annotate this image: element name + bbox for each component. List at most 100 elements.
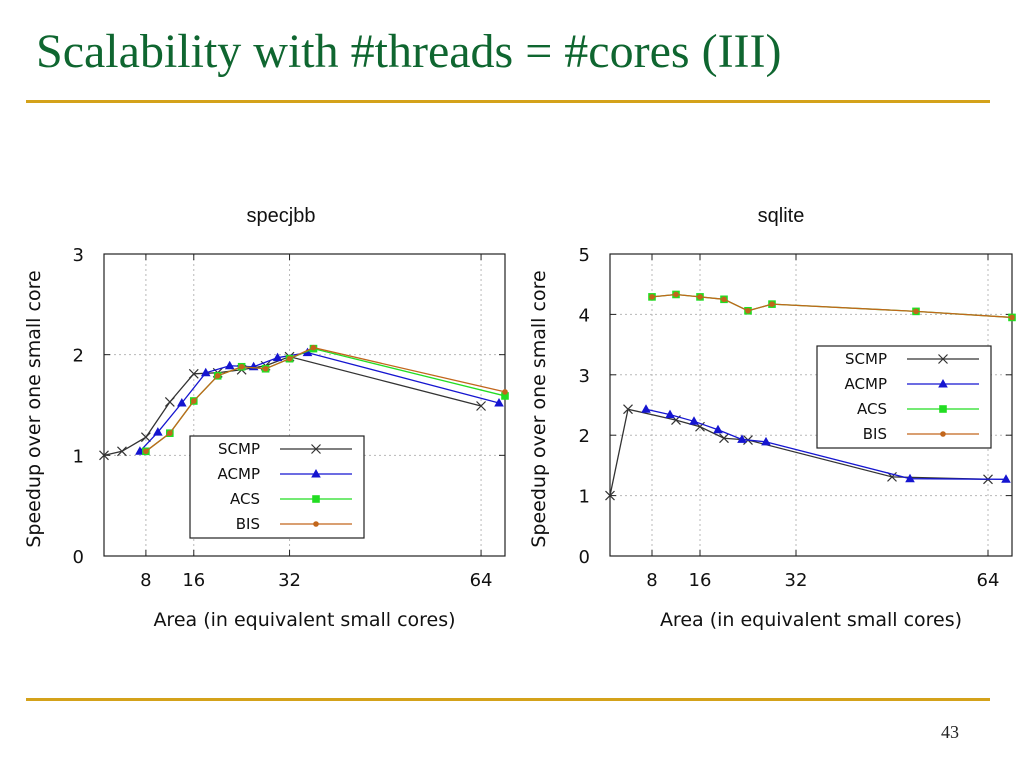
data-point xyxy=(286,355,293,362)
legend-box xyxy=(816,345,992,449)
legend-marker xyxy=(939,405,947,413)
data-point xyxy=(719,433,729,444)
legend-marker xyxy=(311,444,321,454)
data-point xyxy=(721,296,727,303)
legend-label: BIS xyxy=(236,515,260,533)
x-tick-label: 64 xyxy=(470,570,493,591)
data-point xyxy=(673,291,679,298)
data-point xyxy=(190,398,197,404)
y-tick-label: 5 xyxy=(579,245,590,266)
x-tick-label: 16 xyxy=(689,570,712,591)
data-point xyxy=(188,368,199,379)
data-point xyxy=(99,450,109,461)
data-point xyxy=(665,409,675,419)
top-divider xyxy=(26,100,990,103)
series-scmp xyxy=(605,404,993,501)
plot-frame xyxy=(103,253,506,557)
legend-label: ACS xyxy=(857,400,887,418)
legend-marker xyxy=(311,469,321,478)
series-acs xyxy=(648,290,1016,322)
x-axis-label: Area (in equivalent small cores) xyxy=(660,609,962,631)
data-point xyxy=(501,392,509,400)
legend-marker xyxy=(313,521,319,527)
data-point xyxy=(494,397,504,407)
legend-label: ACMP xyxy=(845,375,887,393)
data-point xyxy=(153,427,163,436)
data-point xyxy=(649,294,655,300)
chart-sqlite: sqlite 8 16 32 64 0 1 2 3 4 5 Area (in equivalent s… xyxy=(528,205,1016,631)
data-point xyxy=(143,448,149,455)
data-point xyxy=(1009,314,1015,321)
y-tick-label: 0 xyxy=(579,547,590,568)
x-tick-label: 8 xyxy=(646,570,657,591)
data-point xyxy=(1001,474,1011,483)
series-line xyxy=(651,293,1013,319)
data-point xyxy=(200,367,211,377)
legend-marker xyxy=(312,495,320,503)
page-number: 43 xyxy=(941,722,959,742)
series-bis xyxy=(143,344,508,455)
x-axis-label: Area (in equivalent small cores) xyxy=(153,609,455,631)
legend: SCMP ACMP ACS BIS xyxy=(816,345,992,449)
y-tick-label: 2 xyxy=(579,426,590,447)
legend-marker xyxy=(938,379,948,388)
y-tick-label: 3 xyxy=(579,366,590,387)
data-point xyxy=(476,401,486,411)
chart-title: specjbb xyxy=(247,205,316,227)
data-point xyxy=(262,365,269,372)
data-point xyxy=(905,473,915,483)
data-point xyxy=(769,301,775,307)
y-tick-label: 1 xyxy=(73,446,84,467)
x-tick-label: 32 xyxy=(785,570,808,591)
x-tick-label: 8 xyxy=(140,570,151,591)
bottom-divider xyxy=(26,698,990,701)
x-tick-label: 32 xyxy=(278,570,301,591)
legend-label: SCMP xyxy=(218,440,260,458)
series-line xyxy=(645,408,1007,480)
data-point xyxy=(310,344,317,351)
data-point xyxy=(761,436,771,446)
legend: SCMP ACMP ACS BIS xyxy=(189,435,365,539)
data-point xyxy=(745,307,751,314)
y-axis-label: Speedup over one small core xyxy=(23,270,45,547)
legend-label: ACS xyxy=(230,490,260,508)
chart-specjbb: specjbb 8 16 32 64 0 1 2 3 Area (in equivalent sm… xyxy=(23,205,509,631)
legend-box xyxy=(189,435,365,539)
slide-title: Scalability with #threads = #cores (III) xyxy=(36,25,782,78)
data-point xyxy=(689,416,699,425)
chart-title: sqlite xyxy=(758,205,805,227)
legend-marker xyxy=(940,431,946,437)
data-point xyxy=(164,397,175,407)
x-tick-label: 16 xyxy=(182,570,205,591)
data-point xyxy=(272,352,283,362)
y-tick-label: 1 xyxy=(579,487,590,508)
y-tick-label: 4 xyxy=(579,305,590,326)
y-tick-label: 2 xyxy=(73,346,84,367)
data-point xyxy=(167,430,173,436)
x-tick-label: 64 xyxy=(977,570,1000,591)
series-bis xyxy=(649,291,1015,321)
data-point xyxy=(224,360,235,370)
data-point xyxy=(713,424,723,434)
data-point xyxy=(697,294,703,300)
y-tick-label: 0 xyxy=(73,547,84,568)
data-point xyxy=(623,404,633,415)
legend-label: BIS xyxy=(863,425,887,443)
data-point xyxy=(302,347,313,357)
y-axis-label: Speedup over one small core xyxy=(528,270,550,547)
data-point xyxy=(117,446,127,457)
data-point xyxy=(913,308,919,315)
legend-label: SCMP xyxy=(845,350,887,368)
data-point xyxy=(737,434,747,443)
series-acmp xyxy=(641,404,1011,483)
y-tick-label: 3 xyxy=(73,245,84,266)
legend-label: ACMP xyxy=(218,465,260,483)
data-point xyxy=(238,363,245,370)
data-point xyxy=(502,389,508,395)
legend-marker xyxy=(938,354,948,364)
data-point xyxy=(641,404,651,413)
data-point xyxy=(605,490,615,501)
data-point xyxy=(177,397,187,407)
plot-frame xyxy=(609,253,1013,557)
